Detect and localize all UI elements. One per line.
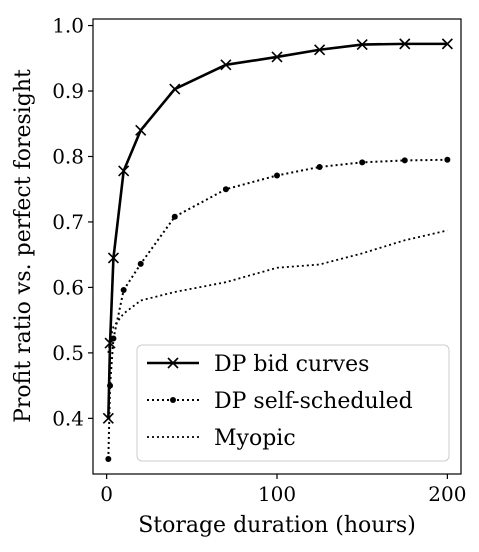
y-tick-label: 0.8 bbox=[52, 144, 84, 168]
y-tick-label: 0.7 bbox=[52, 210, 84, 234]
legend-label-dp-bid-curves: DP bid curves bbox=[214, 352, 369, 377]
data-point bbox=[110, 335, 117, 342]
data-point bbox=[274, 172, 280, 179]
legend-box bbox=[136, 344, 450, 462]
legend-label-myopic: Myopic bbox=[214, 426, 296, 451]
data-point bbox=[441, 38, 453, 50]
data-point bbox=[120, 287, 127, 294]
y-tick-label: 0.4 bbox=[52, 406, 84, 430]
data-point bbox=[222, 186, 229, 193]
x-axis-label: Storage duration (hours) bbox=[138, 513, 416, 538]
legend-marker bbox=[167, 357, 179, 369]
legend-label-dp-self-scheduled: DP self-scheduled bbox=[214, 389, 413, 414]
data-point bbox=[107, 252, 120, 264]
x-tick-label: 200 bbox=[428, 482, 466, 506]
data-point bbox=[401, 157, 408, 164]
y-tick-label: 0.5 bbox=[52, 341, 84, 365]
data-point bbox=[316, 163, 323, 170]
series-line bbox=[107, 229, 448, 353]
data-point bbox=[169, 83, 181, 95]
data-point bbox=[118, 165, 130, 177]
data-point bbox=[271, 51, 283, 63]
series-line bbox=[107, 42, 448, 419]
series-layer bbox=[102, 38, 453, 462]
axis-ticks: 0 100 200 0.4 0.5 0.6 0.7 0.8 0.9 1.0 bbox=[52, 14, 466, 506]
y-tick-label: 1.0 bbox=[52, 14, 84, 38]
data-point bbox=[399, 38, 411, 50]
legend-marker bbox=[170, 397, 176, 403]
y-axis-label: Profit ratio vs. perfect foresight bbox=[11, 69, 36, 423]
x-tick-label: 100 bbox=[258, 482, 296, 506]
data-point bbox=[137, 260, 144, 267]
data-point bbox=[444, 156, 451, 163]
data-point bbox=[135, 124, 147, 136]
data-point bbox=[356, 38, 368, 51]
data-point bbox=[220, 59, 232, 71]
legend: DP bid curves DP self-scheduled Myopic bbox=[136, 344, 450, 462]
x-tick-label: 0 bbox=[100, 482, 113, 506]
data-point bbox=[314, 44, 326, 56]
series-myopic bbox=[107, 229, 448, 353]
data-point bbox=[359, 159, 366, 166]
y-tick-label: 0.6 bbox=[52, 275, 84, 299]
legend-items bbox=[147, 357, 199, 438]
y-tick-label: 0.9 bbox=[52, 79, 84, 103]
data-point bbox=[105, 455, 112, 462]
data-point bbox=[171, 213, 178, 220]
series-dp-self-scheduled bbox=[105, 156, 451, 462]
data-point bbox=[107, 382, 114, 389]
